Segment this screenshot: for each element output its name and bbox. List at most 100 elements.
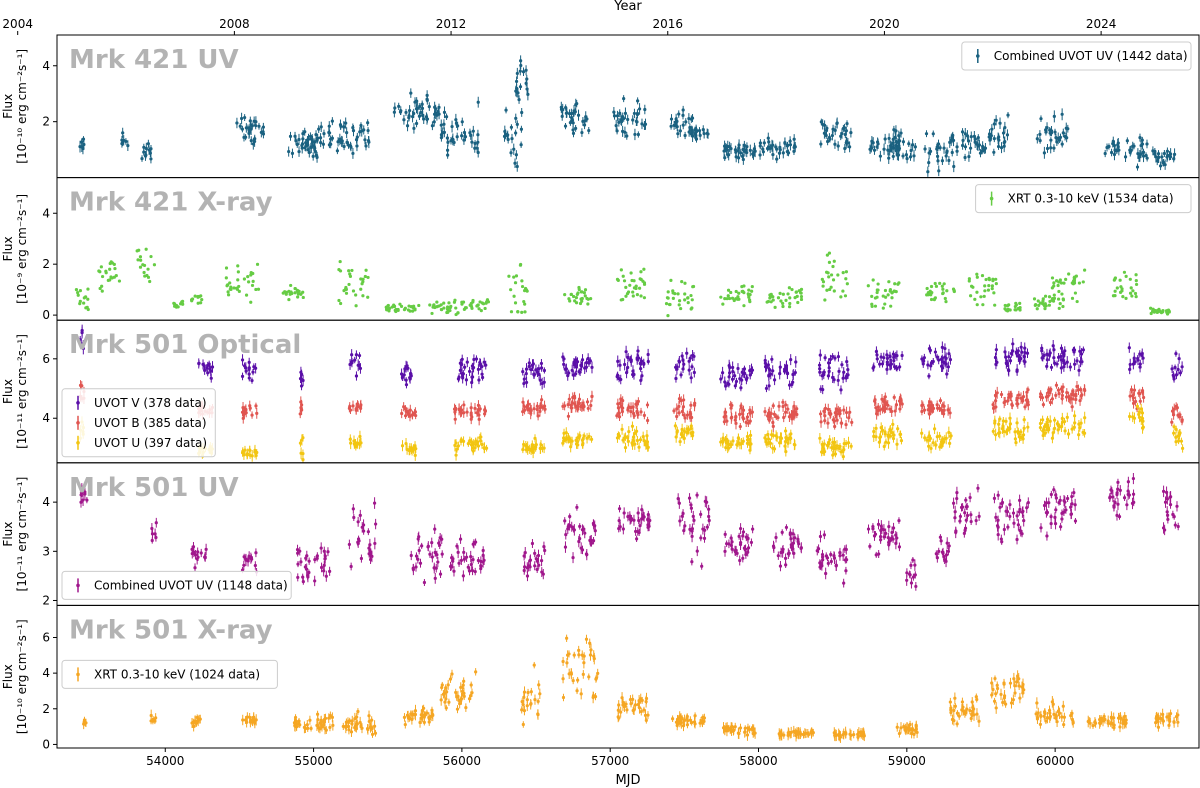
data-point: [642, 123, 647, 128]
panel-data: [79, 472, 1180, 591]
data-point: [328, 569, 332, 573]
data-point: [634, 402, 638, 406]
data-point: [990, 287, 994, 291]
data-point: [764, 365, 769, 369]
data-point: [224, 276, 228, 280]
data-point: [836, 378, 840, 383]
data-point: [578, 434, 582, 438]
data-point: [573, 110, 577, 114]
data-point: [78, 289, 83, 293]
data-point: [667, 302, 672, 307]
data-point: [442, 306, 446, 310]
data-point: [413, 453, 417, 457]
data-point: [306, 148, 310, 152]
data-point: [523, 302, 527, 306]
data-point: [1174, 427, 1178, 431]
top-axis-title: Year: [613, 0, 642, 14]
data-point: [236, 278, 240, 282]
data-point: [896, 153, 901, 157]
data-point: [1016, 306, 1020, 311]
data-point: [1075, 359, 1079, 363]
data-point: [207, 362, 211, 366]
data-point: [461, 372, 465, 376]
legend-label: UVOT V (378 data): [94, 396, 207, 410]
data-point: [633, 132, 637, 137]
data-point: [1079, 421, 1083, 425]
data-point: [367, 140, 371, 144]
data-point: [683, 281, 687, 285]
data-point: [891, 154, 895, 159]
data-point: [624, 285, 628, 289]
data-point: [929, 284, 934, 289]
data-point: [1038, 301, 1042, 305]
data-point: [1057, 306, 1061, 310]
data-point: [690, 365, 694, 369]
data-point: [725, 297, 729, 301]
data-point: [785, 144, 789, 148]
data-point: [574, 372, 578, 376]
data-point: [885, 367, 889, 371]
data-point: [728, 365, 732, 370]
data-point: [480, 442, 484, 447]
data-point: [769, 372, 773, 376]
data-point: [413, 307, 417, 311]
data-point: [921, 362, 925, 366]
data-point: [729, 442, 733, 447]
data-point: [571, 294, 576, 299]
data-point: [1138, 136, 1142, 140]
data-point: [994, 282, 998, 286]
data-point: [636, 132, 640, 137]
data-point: [445, 136, 450, 140]
data-point: [120, 142, 124, 146]
data-point: [740, 370, 744, 374]
data-point: [682, 429, 686, 433]
data-point: [1041, 403, 1046, 407]
data-point: [561, 355, 565, 359]
data-point: [822, 370, 826, 374]
data-point: [362, 128, 366, 132]
data-point: [100, 289, 104, 293]
data-point: [938, 399, 943, 403]
data-point: [833, 424, 837, 429]
data-point: [464, 378, 469, 382]
data-point: [689, 376, 693, 380]
data-point: [248, 406, 252, 410]
data-point: [889, 145, 894, 150]
data-point: [1051, 431, 1055, 435]
data-point: [1131, 362, 1135, 366]
data-point: [618, 111, 622, 115]
data-point: [473, 406, 477, 411]
data-point: [683, 133, 687, 138]
data-point: [1061, 131, 1065, 135]
data-point: [969, 134, 973, 139]
data-point: [1060, 292, 1064, 296]
data-point: [764, 386, 769, 391]
data-point: [515, 71, 519, 76]
data-point: [901, 154, 905, 158]
year-tick-label: 2008: [219, 17, 250, 31]
data-point: [348, 274, 353, 278]
data-point: [98, 286, 102, 291]
data-point: [844, 410, 849, 415]
data-point: [1118, 290, 1123, 295]
data-point: [880, 428, 885, 432]
data-point: [623, 446, 628, 450]
data-point: [1135, 404, 1140, 408]
data-point: [1006, 307, 1010, 311]
data-point: [466, 442, 470, 446]
data-point: [821, 387, 825, 392]
data-point: [324, 574, 328, 578]
data-point: [253, 139, 257, 144]
data-point: [1178, 431, 1182, 435]
data-point: [520, 279, 524, 283]
data-point: [570, 368, 574, 372]
data-point: [1039, 117, 1043, 121]
data-point: [690, 130, 694, 134]
data-point: [528, 447, 532, 451]
data-point: [688, 356, 692, 360]
data-point: [952, 164, 956, 169]
data-point: [250, 379, 254, 383]
data-point: [772, 412, 776, 416]
data-point: [1067, 272, 1071, 276]
data-point: [771, 424, 775, 428]
